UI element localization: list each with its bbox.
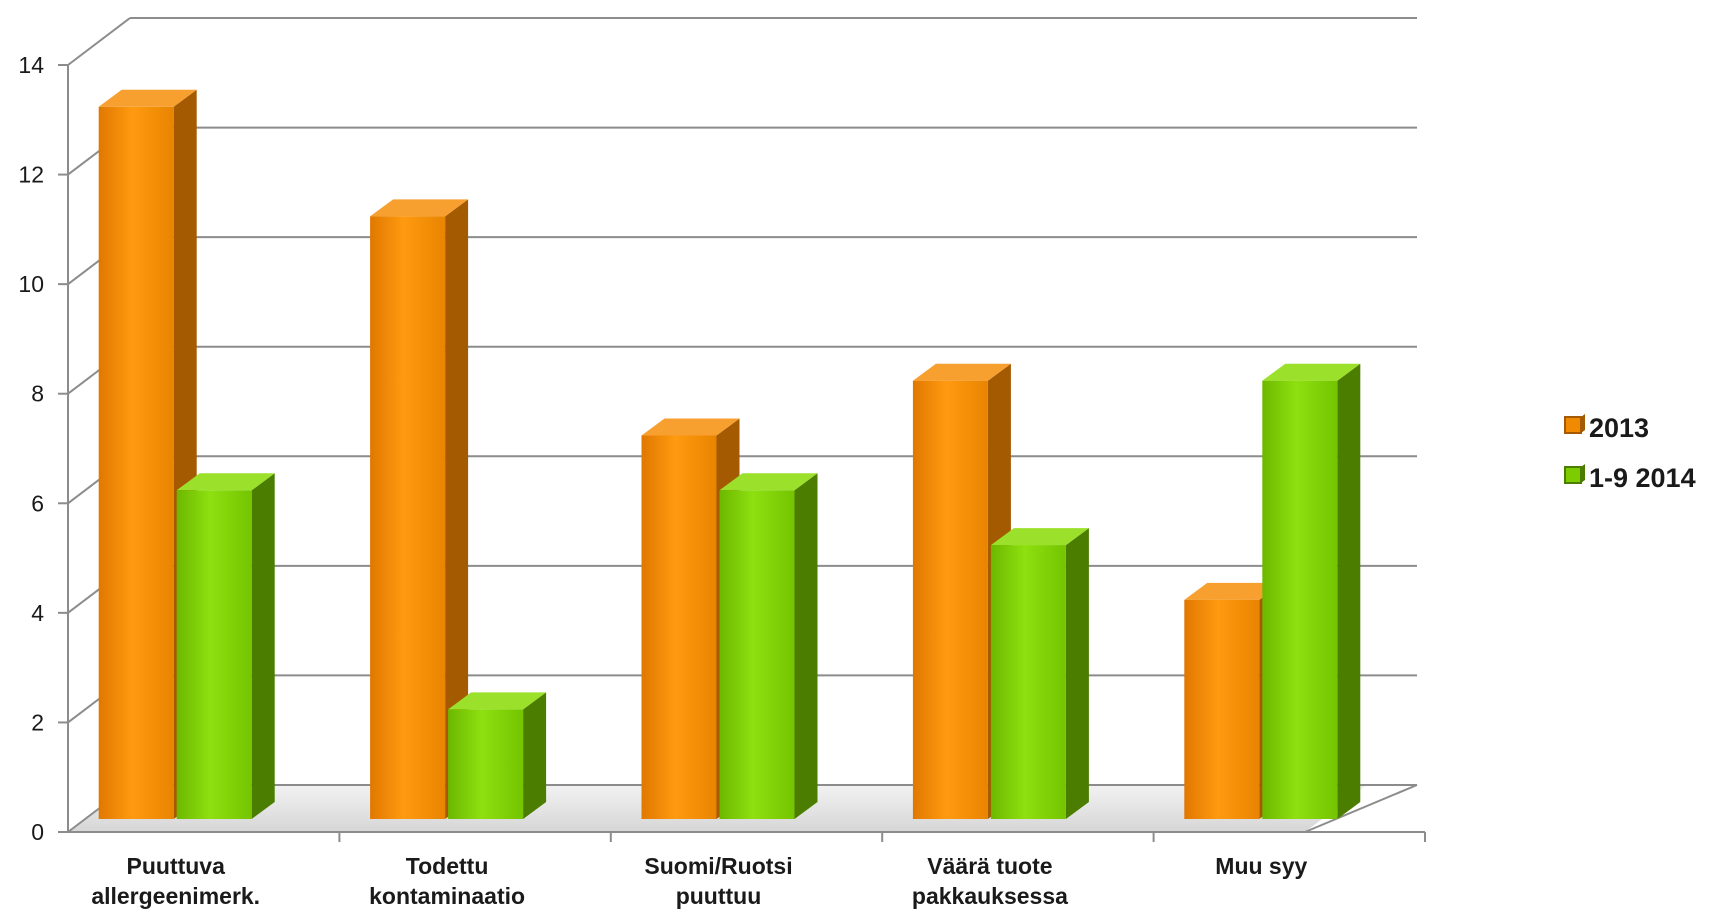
y-tick-label: 4 — [31, 600, 44, 626]
y-tick-label: 6 — [31, 490, 44, 516]
bar-1-4 — [1262, 363, 1361, 819]
x-category-label-line: Puuttuva — [127, 853, 226, 879]
x-category-label-line: puuttuu — [676, 883, 762, 909]
x-category-label-line: Suomi/Ruotsi — [644, 853, 792, 879]
bar-side — [794, 473, 818, 819]
x-category-label: Suomi/Ruotsi puuttuu — [644, 853, 792, 909]
y-tick-label: 10 — [18, 271, 44, 297]
bar-side — [1337, 363, 1361, 819]
bar-top — [641, 418, 740, 436]
bar-side — [523, 692, 547, 819]
bar-0-3 — [912, 363, 1011, 819]
legend-item-0: 2013 — [1564, 413, 1649, 443]
bar-top — [912, 363, 1011, 381]
floor-edge — [1304, 784, 1418, 833]
y-tick-label: 14 — [18, 52, 44, 78]
bar-front — [1262, 380, 1338, 819]
bar-layer — [98, 89, 1361, 820]
bar-top — [176, 473, 275, 491]
bar-top — [990, 528, 1089, 546]
bar-front — [641, 435, 717, 819]
bar-front — [98, 106, 174, 820]
bar-front — [448, 709, 524, 819]
x-category-label-line: allergeenimerk. — [91, 883, 260, 909]
x-category-label: Väärä tuote pakkauksessa — [912, 853, 1068, 909]
legend: 2013 1-9 2014 — [1564, 413, 1696, 493]
bar-front — [1184, 599, 1260, 819]
bar-side — [445, 199, 469, 819]
bar-front — [912, 380, 988, 819]
x-category-label: Muu syy — [1215, 853, 1307, 879]
bar-top — [98, 89, 197, 107]
x-category-label-line: kontaminaatio — [369, 883, 525, 909]
bar-1-1 — [448, 692, 547, 819]
bar-1-0 — [176, 473, 275, 819]
label-layer: Puuttuva allergeenimerk. Todettu kontaminaa… — [91, 853, 1307, 909]
bar-front — [990, 545, 1066, 819]
bar-top — [719, 473, 818, 491]
x-category-label: Todettu kontaminaatio — [369, 853, 525, 909]
legend-label: 2013 — [1589, 413, 1649, 443]
x-category-label-line: Todettu — [406, 853, 489, 879]
y-tick-label: 12 — [18, 162, 44, 188]
bar-top — [448, 692, 547, 710]
bar-side — [251, 473, 275, 819]
x-category-label-line: pakkauksessa — [912, 883, 1068, 909]
bar-top — [1262, 363, 1361, 381]
legend-swatch-side — [1581, 414, 1585, 433]
legend-swatch — [1564, 466, 1582, 484]
bar-0-1 — [370, 199, 469, 819]
legend-label: 1-9 2014 — [1589, 463, 1696, 493]
axis-layer: 0 2 4 6 8 10 12 14 — [18, 52, 1426, 845]
bar-1-2 — [719, 473, 818, 819]
bar-side — [1065, 528, 1089, 819]
y-tick-label: 0 — [31, 819, 44, 845]
gridline-diagonal — [67, 17, 131, 66]
x-category-label-line: Muu syy — [1215, 853, 1307, 879]
x-category-label-line: Väärä tuote — [927, 853, 1052, 879]
x-category-label: Puuttuva allergeenimerk. — [91, 853, 260, 909]
bar-1-3 — [990, 528, 1089, 819]
bar-front — [176, 490, 252, 819]
bar-front — [370, 216, 446, 819]
bar-top — [1184, 582, 1283, 600]
y-tick-label: 2 — [31, 709, 44, 735]
legend-swatch — [1564, 416, 1582, 434]
legend-swatch-side — [1581, 464, 1585, 483]
bar-top — [370, 199, 469, 217]
legend-item-1: 1-9 2014 — [1564, 463, 1696, 493]
bar-front — [719, 490, 795, 819]
y-tick-label: 8 — [31, 381, 44, 407]
